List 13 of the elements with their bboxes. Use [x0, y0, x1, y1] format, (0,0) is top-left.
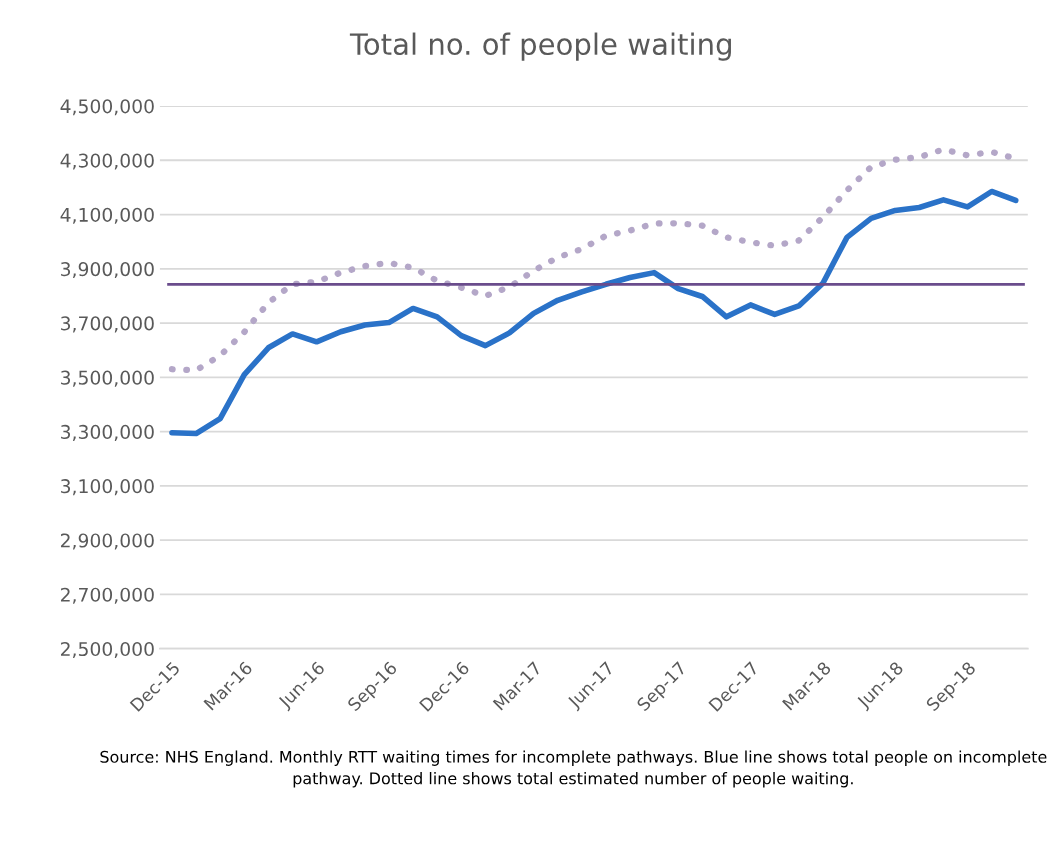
y-tick-label: 3,300,000 — [61, 424, 154, 441]
y-tick-label: 2,900,000 — [60, 533, 154, 550]
y-tick-label: 2,700,000 — [60, 587, 154, 604]
y-tick-label: 3,500,000 — [61, 370, 154, 387]
source-note: Source: NHS England. Monthly RTT waiting times for incomplete pathways. Blue line shows total people on incomplete pathway. Dotted line shows total estimated number of people waiting. — [100, 750, 1047, 788]
y-tick-label: 4,300,000 — [60, 153, 154, 170]
chart-title: Total no. of people waiting — [349, 32, 731, 61]
y-tick-label: 2,500,000 — [60, 641, 154, 659]
y-tick-label: 3,700,000 — [61, 316, 154, 333]
y-tick-label: 3,100,000 — [61, 479, 154, 496]
y-tick-label: 4,500,000 — [60, 99, 154, 116]
y-tick-label: 4,100,000 — [60, 207, 154, 224]
y-tick-label: 3,900,000 — [61, 262, 154, 279]
